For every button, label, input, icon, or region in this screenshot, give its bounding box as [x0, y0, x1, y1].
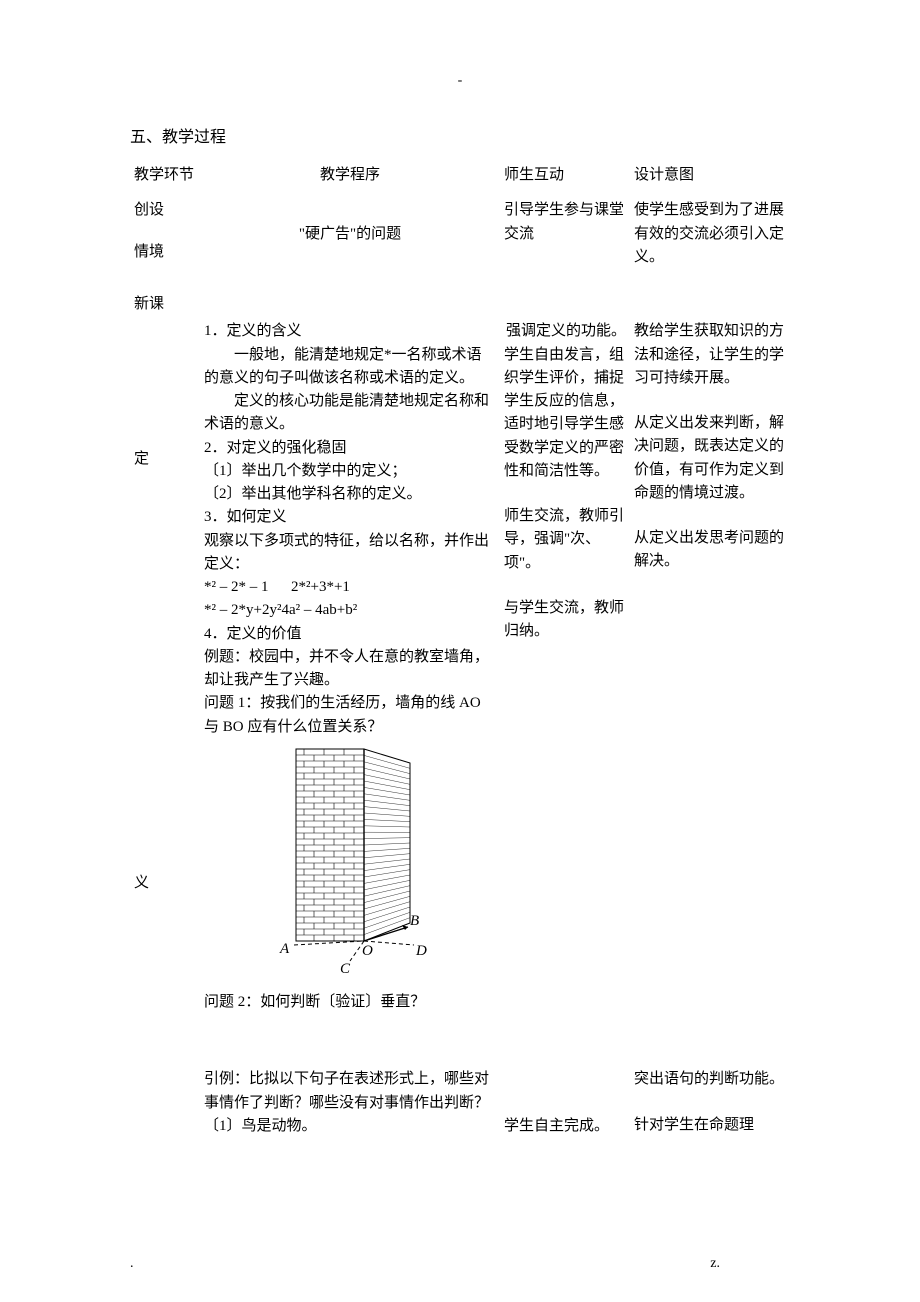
b4-q2: 问题 2：如何判断〔验证〕垂直？: [204, 991, 496, 1014]
b2-title: 2．对定义的强化稳固: [204, 437, 496, 460]
row-definition: 定 义 1．定义的含义 一般地，能清楚地规定*一名称或术语的意义的句子叫做该名称…: [130, 318, 790, 1016]
def-c3-d: 与学生交流，教师归纳。: [504, 597, 626, 644]
hdr-col2: 教学程序: [200, 162, 500, 197]
row-intro: 创设 情境 "硬广告"的问题 引导学生参与课堂交流 使学生感受到为了进展有效的交…: [130, 197, 790, 271]
hdr-col4: 设计意图: [630, 162, 790, 197]
wall-corner-diagram: A B C D O: [274, 743, 434, 983]
def-c4-c: 从定义出发思考问题的解决。: [634, 527, 786, 574]
def-c3-c: 师生交流，教师引导，强调"次、项"。: [504, 505, 626, 575]
footer-right: z.: [710, 1253, 720, 1274]
intro-c2: "硬广告"的问题: [204, 223, 496, 246]
section-heading: 五、教学过程: [130, 126, 790, 150]
cmd-c4-b: 针对学生在命题理: [634, 1114, 786, 1137]
intro-c1a: 创设: [134, 199, 196, 222]
b2-i2: 〔2〕举出其他学科名称的定义。: [204, 483, 496, 506]
newlesson-c1: 新课: [130, 291, 200, 318]
b3-title: 3．如何定义: [204, 506, 496, 529]
cmd-c4-a: 突出语句的判断功能。: [634, 1068, 786, 1091]
hdr-col1: 教学环节: [130, 162, 200, 197]
def-c4-b: 从定义出发来判断，解决问题，既表达定义的价值，有可作为定义到命题的情境过渡。: [634, 412, 786, 505]
b4-q1: 问题 1：按我们的生活经历，墙角的线 AO 与 BO 应有什么位置关系？: [204, 692, 496, 739]
hdr-col3: 师生互动: [500, 162, 630, 197]
svg-text:O: O: [362, 943, 373, 959]
b1-p2: 定义的核心功能是能清楚地规定名称和术语的意义。: [204, 390, 496, 437]
svg-text:C: C: [340, 961, 351, 977]
def-c3-a-lead: 强调定义的功能。: [504, 320, 626, 343]
intro-c1b: 情境: [134, 241, 196, 264]
svg-text:B: B: [410, 913, 419, 929]
b4-title: 4．定义的价值: [204, 623, 496, 646]
footer-left: .: [130, 1253, 134, 1274]
cmd-lead: 引例：比拟以下句子在表述形式上，哪些对事情作了判断？哪些没有对事情作出判断？: [204, 1068, 496, 1115]
row-proposition: 引例：比拟以下句子在表述形式上，哪些对事情作了判断？哪些没有对事情作出判断？ 〔…: [130, 1066, 790, 1140]
b1-p1: 一般地，能清楚地规定*一名称或术语的意义的句子叫做该名称或术语的定义。: [204, 344, 496, 391]
intro-c4: 使学生感受到为了进展有效的交流必须引入定义。: [630, 197, 790, 271]
table-header-row: 教学环节 教学程序 师生互动 设计意图: [130, 162, 790, 197]
b2-i1: 〔1〕举出几个数学中的定义；: [204, 460, 496, 483]
top-dash: -: [130, 70, 790, 91]
b3-f2: *² – 2*y+2y²4a² – 4ab+b²: [204, 599, 496, 622]
b3-p: 观察以下多项式的特征，给以名称，并作出定义：: [204, 530, 496, 577]
lesson-table: 教学环节 教学程序 师生互动 设计意图 创设 情境 "硬广告"的问题 引导学生参…: [130, 162, 790, 1140]
def-c1-top: 定: [134, 448, 196, 471]
b1-title: 1．定义的含义: [204, 320, 496, 343]
svg-text:A: A: [279, 941, 290, 957]
intro-c3: 引导学生参与课堂交流: [500, 197, 630, 271]
cmd-c3: 学生自主完成。: [504, 1115, 626, 1138]
row-newlesson: 新课: [130, 291, 790, 318]
def-c3-b: 学生自由发言，组织学生评价，捕捉学生反应的信息，适时地引导学生感受数学定义的严密…: [504, 344, 626, 484]
def-c4-a: 教给学生获取知识的方法和途径，让学生的学习可持续开展。: [634, 320, 786, 390]
cmd-i1: 〔1〕鸟是动物。: [204, 1115, 496, 1138]
b3-f1: *² – 2* – 1 2*²+3*+1: [204, 576, 496, 599]
svg-text:D: D: [415, 943, 427, 959]
def-c1-bottom: 义: [134, 872, 196, 895]
b4-ex: 例题：校园中，并不令人在意的教室墙角，却让我产生了兴趣。: [204, 646, 496, 693]
